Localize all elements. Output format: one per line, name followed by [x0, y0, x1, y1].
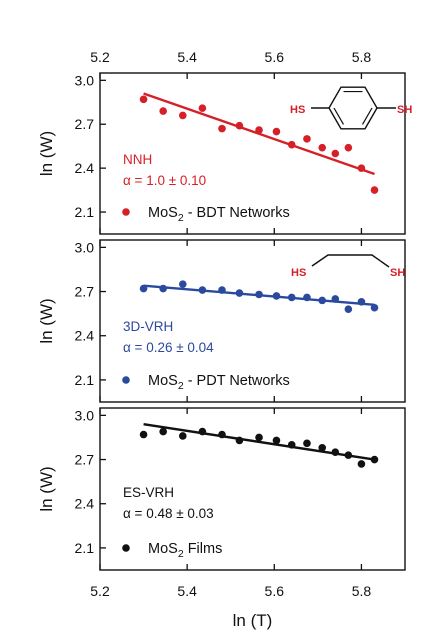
data-point-top	[357, 164, 366, 172]
model-label-bottom: ES-VRH	[123, 485, 174, 500]
y-axis-label: ln (W)	[37, 298, 56, 343]
data-point-top	[159, 107, 167, 115]
data-point-bottom	[318, 443, 327, 452]
molecule-label-left: HS	[291, 267, 306, 279]
alpha-label-middle: α = 0.26 ± 0.04	[123, 340, 214, 355]
y-tick-label: 2.4	[75, 328, 95, 344]
data-point-bottom	[272, 436, 281, 445]
y-axis-label: ln (W)	[37, 466, 56, 511]
legend-marker-top	[122, 208, 130, 216]
data-point-top	[272, 127, 281, 136]
fit-line-bottom	[143, 423, 375, 461]
data-point-middle	[198, 286, 207, 294]
alpha-label-top: α = 1.0 ± 0.10	[123, 173, 206, 188]
data-point-top	[235, 121, 244, 130]
bottom-x-tick-label: 5.2	[90, 583, 110, 599]
data-point-middle	[235, 289, 244, 297]
legend-marker-middle	[122, 376, 130, 384]
data-point-middle	[318, 296, 327, 305]
double-bond-icon	[333, 107, 345, 125]
data-point-bottom	[178, 432, 187, 440]
top-x-tick-label: 5.2	[90, 49, 110, 65]
data-point-top	[198, 104, 207, 112]
y-tick-label: 2.1	[75, 540, 95, 556]
top-x-tick-label: 5.6	[265, 49, 285, 65]
data-point-top	[287, 140, 296, 149]
molecule-label-right: SH	[397, 104, 412, 116]
data-point-bottom	[218, 430, 226, 439]
data-point-top	[255, 126, 263, 134]
data-point-bottom	[255, 433, 263, 442]
y-tick-label: 2.4	[75, 496, 95, 512]
data-point-bottom	[344, 451, 353, 459]
panel-frame-bottom	[99, 407, 406, 571]
data-point-top	[139, 95, 148, 104]
data-point-middle	[272, 292, 281, 300]
legend-label-top: MoS2 - BDT Networks	[148, 205, 290, 224]
y-tick-label: 3.0	[75, 239, 95, 255]
data-point-bottom	[198, 427, 207, 436]
alpha-label-bottom: α = 0.48 ± 0.03	[123, 506, 214, 521]
y-tick-label: 3.0	[75, 407, 95, 423]
bottom-x-tick-label: 5.6	[265, 583, 285, 599]
bottom-x-tick-label: 5.4	[177, 583, 197, 599]
model-label-middle: 3D-VRH	[123, 319, 173, 334]
data-point-bottom	[357, 460, 366, 468]
y-tick-label: 2.7	[75, 452, 95, 468]
data-point-middle	[370, 303, 379, 312]
data-point-middle	[344, 305, 353, 314]
molecule-label-right: SH	[390, 267, 405, 279]
legend-label-middle: MoS2 - PDT Networks	[148, 373, 290, 392]
legend-label-bottom: MoS2 Films	[148, 541, 222, 560]
data-point-top	[318, 143, 327, 152]
x-axis-label: ln (T)	[233, 611, 273, 630]
data-point-bottom	[159, 427, 167, 436]
data-point-top	[218, 124, 226, 133]
molecule-label-left: HS	[290, 104, 305, 116]
y-tick-label: 2.1	[75, 204, 95, 220]
benzene-ring-icon	[328, 86, 378, 130]
data-point-middle	[287, 293, 296, 302]
data-point-top	[344, 143, 353, 152]
data-point-middle	[159, 284, 167, 293]
chain-bond-icon	[311, 254, 390, 268]
data-point-middle	[331, 295, 340, 303]
y-tick-label: 2.7	[75, 116, 95, 132]
double-bond-icon	[361, 107, 373, 125]
y-tick-label: 2.7	[75, 284, 95, 300]
data-point-middle	[218, 286, 226, 294]
data-point-top	[370, 186, 379, 194]
panel-frame-top	[99, 72, 406, 235]
y-tick-label: 2.4	[75, 160, 95, 176]
data-point-bottom	[139, 430, 148, 439]
data-point-middle	[303, 293, 311, 302]
model-label-top: NNH	[123, 152, 152, 167]
data-point-bottom	[303, 439, 311, 448]
legend-marker-bottom	[122, 544, 130, 552]
y-tick-label: 2.1	[75, 372, 95, 388]
data-point-middle	[178, 280, 187, 288]
data-point-bottom	[370, 455, 379, 464]
data-point-middle	[357, 298, 366, 306]
top-x-tick-label: 5.4	[177, 49, 197, 65]
data-point-top	[303, 135, 311, 143]
data-point-bottom	[331, 448, 340, 456]
data-point-middle	[139, 284, 148, 293]
data-point-bottom	[235, 436, 244, 445]
bottom-x-tick-label: 5.8	[352, 583, 372, 599]
panel-frame-middle	[99, 239, 406, 403]
data-point-bottom	[287, 441, 296, 449]
data-point-middle	[255, 290, 263, 299]
y-axis-label: ln (W)	[37, 131, 56, 176]
data-point-top	[331, 149, 340, 158]
top-x-tick-label: 5.8	[352, 49, 372, 65]
data-point-top	[178, 111, 187, 120]
y-tick-label: 3.0	[75, 72, 95, 88]
